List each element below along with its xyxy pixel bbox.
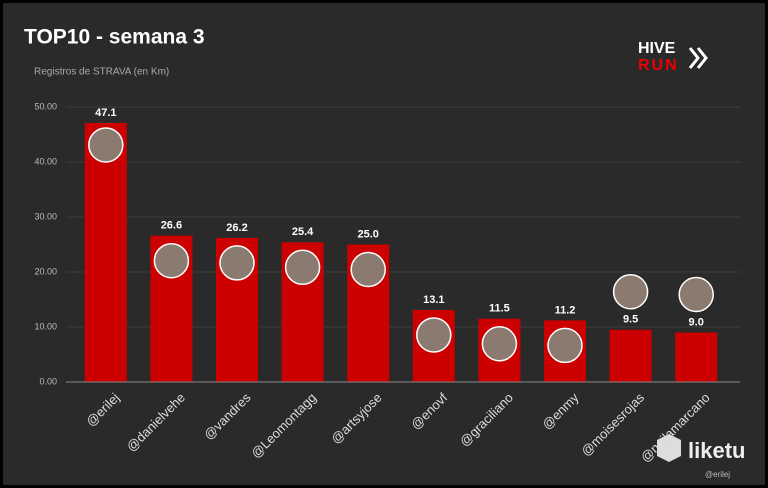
value-label: 11.5 bbox=[489, 303, 510, 315]
value-label: 11.2 bbox=[555, 304, 576, 316]
avatar bbox=[547, 327, 583, 364]
value-label: 26.6 bbox=[161, 220, 182, 232]
value-label: 13.1 bbox=[423, 294, 444, 306]
avatar bbox=[678, 276, 714, 313]
background bbox=[3, 3, 765, 485]
bar bbox=[609, 329, 652, 382]
bar bbox=[675, 332, 718, 382]
bar bbox=[84, 122, 127, 382]
y-tick-label: 30.00 bbox=[34, 211, 57, 221]
avatar bbox=[153, 242, 190, 279]
logo-bottom: RUN bbox=[638, 57, 679, 74]
watermark: liketu @erilej bbox=[657, 434, 745, 479]
chart-subtitle: Registros de STRAVA (en Km) bbox=[34, 67, 169, 78]
logo-top: HIVE bbox=[638, 40, 676, 57]
logo: HIVE RUN bbox=[638, 40, 708, 74]
watermark-name: liketu bbox=[688, 438, 745, 463]
avatar bbox=[88, 127, 124, 163]
value-label: 47.1 bbox=[95, 107, 116, 119]
y-tick-label: 20.00 bbox=[34, 266, 57, 276]
y-tick-label: 50.00 bbox=[34, 101, 57, 111]
value-label: 25.0 bbox=[357, 228, 378, 240]
value-label: 26.2 bbox=[226, 222, 247, 234]
avatar bbox=[219, 245, 255, 281]
avatar bbox=[284, 249, 321, 286]
value-label: 9.0 bbox=[689, 316, 704, 328]
avatar bbox=[612, 274, 649, 310]
y-tick-label: 40.00 bbox=[34, 156, 57, 166]
avatar bbox=[481, 326, 518, 362]
chart-title: TOP10 - semana 3 bbox=[24, 26, 205, 49]
watermark-icon bbox=[657, 434, 681, 462]
watermark-user: @erilej bbox=[705, 470, 730, 479]
value-label: 25.4 bbox=[292, 226, 314, 238]
y-tick-label: 10.00 bbox=[34, 321, 57, 331]
avatar bbox=[350, 251, 386, 288]
y-tick-label: 0.00 bbox=[39, 376, 57, 386]
logo-chevrons bbox=[688, 47, 708, 69]
value-label: 9.5 bbox=[623, 314, 638, 326]
avatar bbox=[416, 317, 452, 353]
